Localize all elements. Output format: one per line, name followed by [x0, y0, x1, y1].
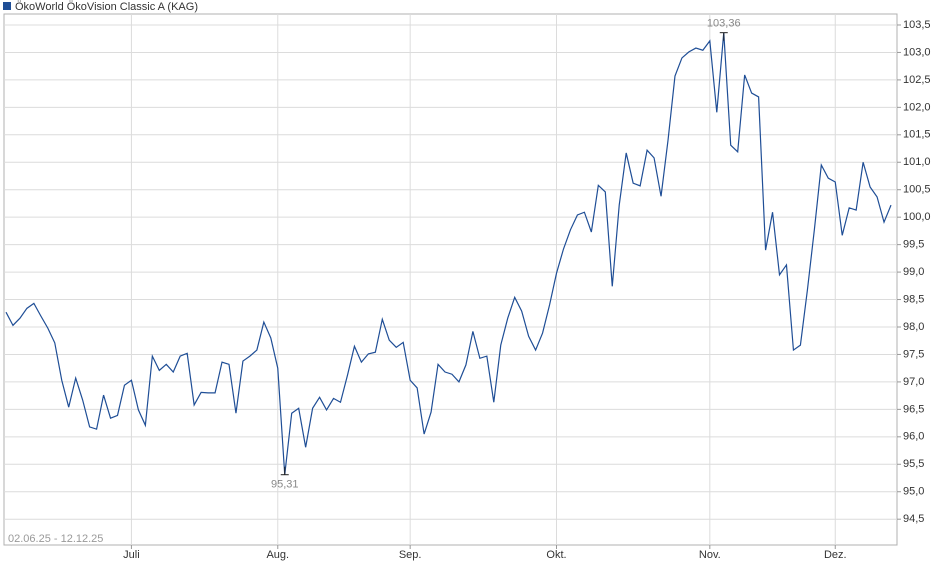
- y-tick-label: 97,5: [903, 348, 924, 360]
- y-tick-label: 99,0: [903, 266, 924, 278]
- y-tick-label: 102,5: [903, 74, 931, 86]
- y-tick-label: 95,5: [903, 458, 924, 470]
- legend-label: ÖkoWorld ÖkoVision Classic A (KAG): [15, 1, 198, 13]
- x-tick-label: Juli: [123, 549, 140, 561]
- y-tick-label: 96,0: [903, 431, 924, 443]
- y-tick-label: 98,0: [903, 321, 924, 333]
- x-tick-label: Nov.: [699, 549, 721, 561]
- annotation-label: 95,31: [271, 479, 299, 491]
- y-tick-label: 101,5: [903, 129, 931, 141]
- y-tick-label: 100,5: [903, 184, 931, 196]
- y-tick-label: 97,0: [903, 376, 924, 388]
- legend-swatch: [3, 2, 11, 10]
- y-tick-label: 100,0: [903, 211, 931, 223]
- annotation-label: 103,36: [707, 18, 741, 30]
- x-tick-label: Aug.: [266, 549, 289, 561]
- y-tick-label: 98,5: [903, 293, 924, 305]
- date-range: 02.06.25 - 12.12.25: [8, 533, 103, 545]
- x-tick-label: Okt.: [546, 549, 566, 561]
- y-tick-label: 103,0: [903, 46, 931, 58]
- y-tick-label: 99,5: [903, 239, 924, 251]
- x-tick-label: Dez.: [824, 549, 847, 561]
- y-tick-label: 103,5: [903, 19, 931, 31]
- price-line: [5, 32, 892, 475]
- y-tick-label: 96,5: [903, 403, 924, 415]
- y-tick-label: 102,0: [903, 101, 931, 113]
- y-tick-label: 95,0: [903, 486, 924, 498]
- plot-frame: [3, 13, 898, 546]
- x-tick-label: Sep.: [399, 549, 422, 561]
- y-tick-label: 101,0: [903, 156, 931, 168]
- y-tick-label: 94,5: [903, 513, 924, 525]
